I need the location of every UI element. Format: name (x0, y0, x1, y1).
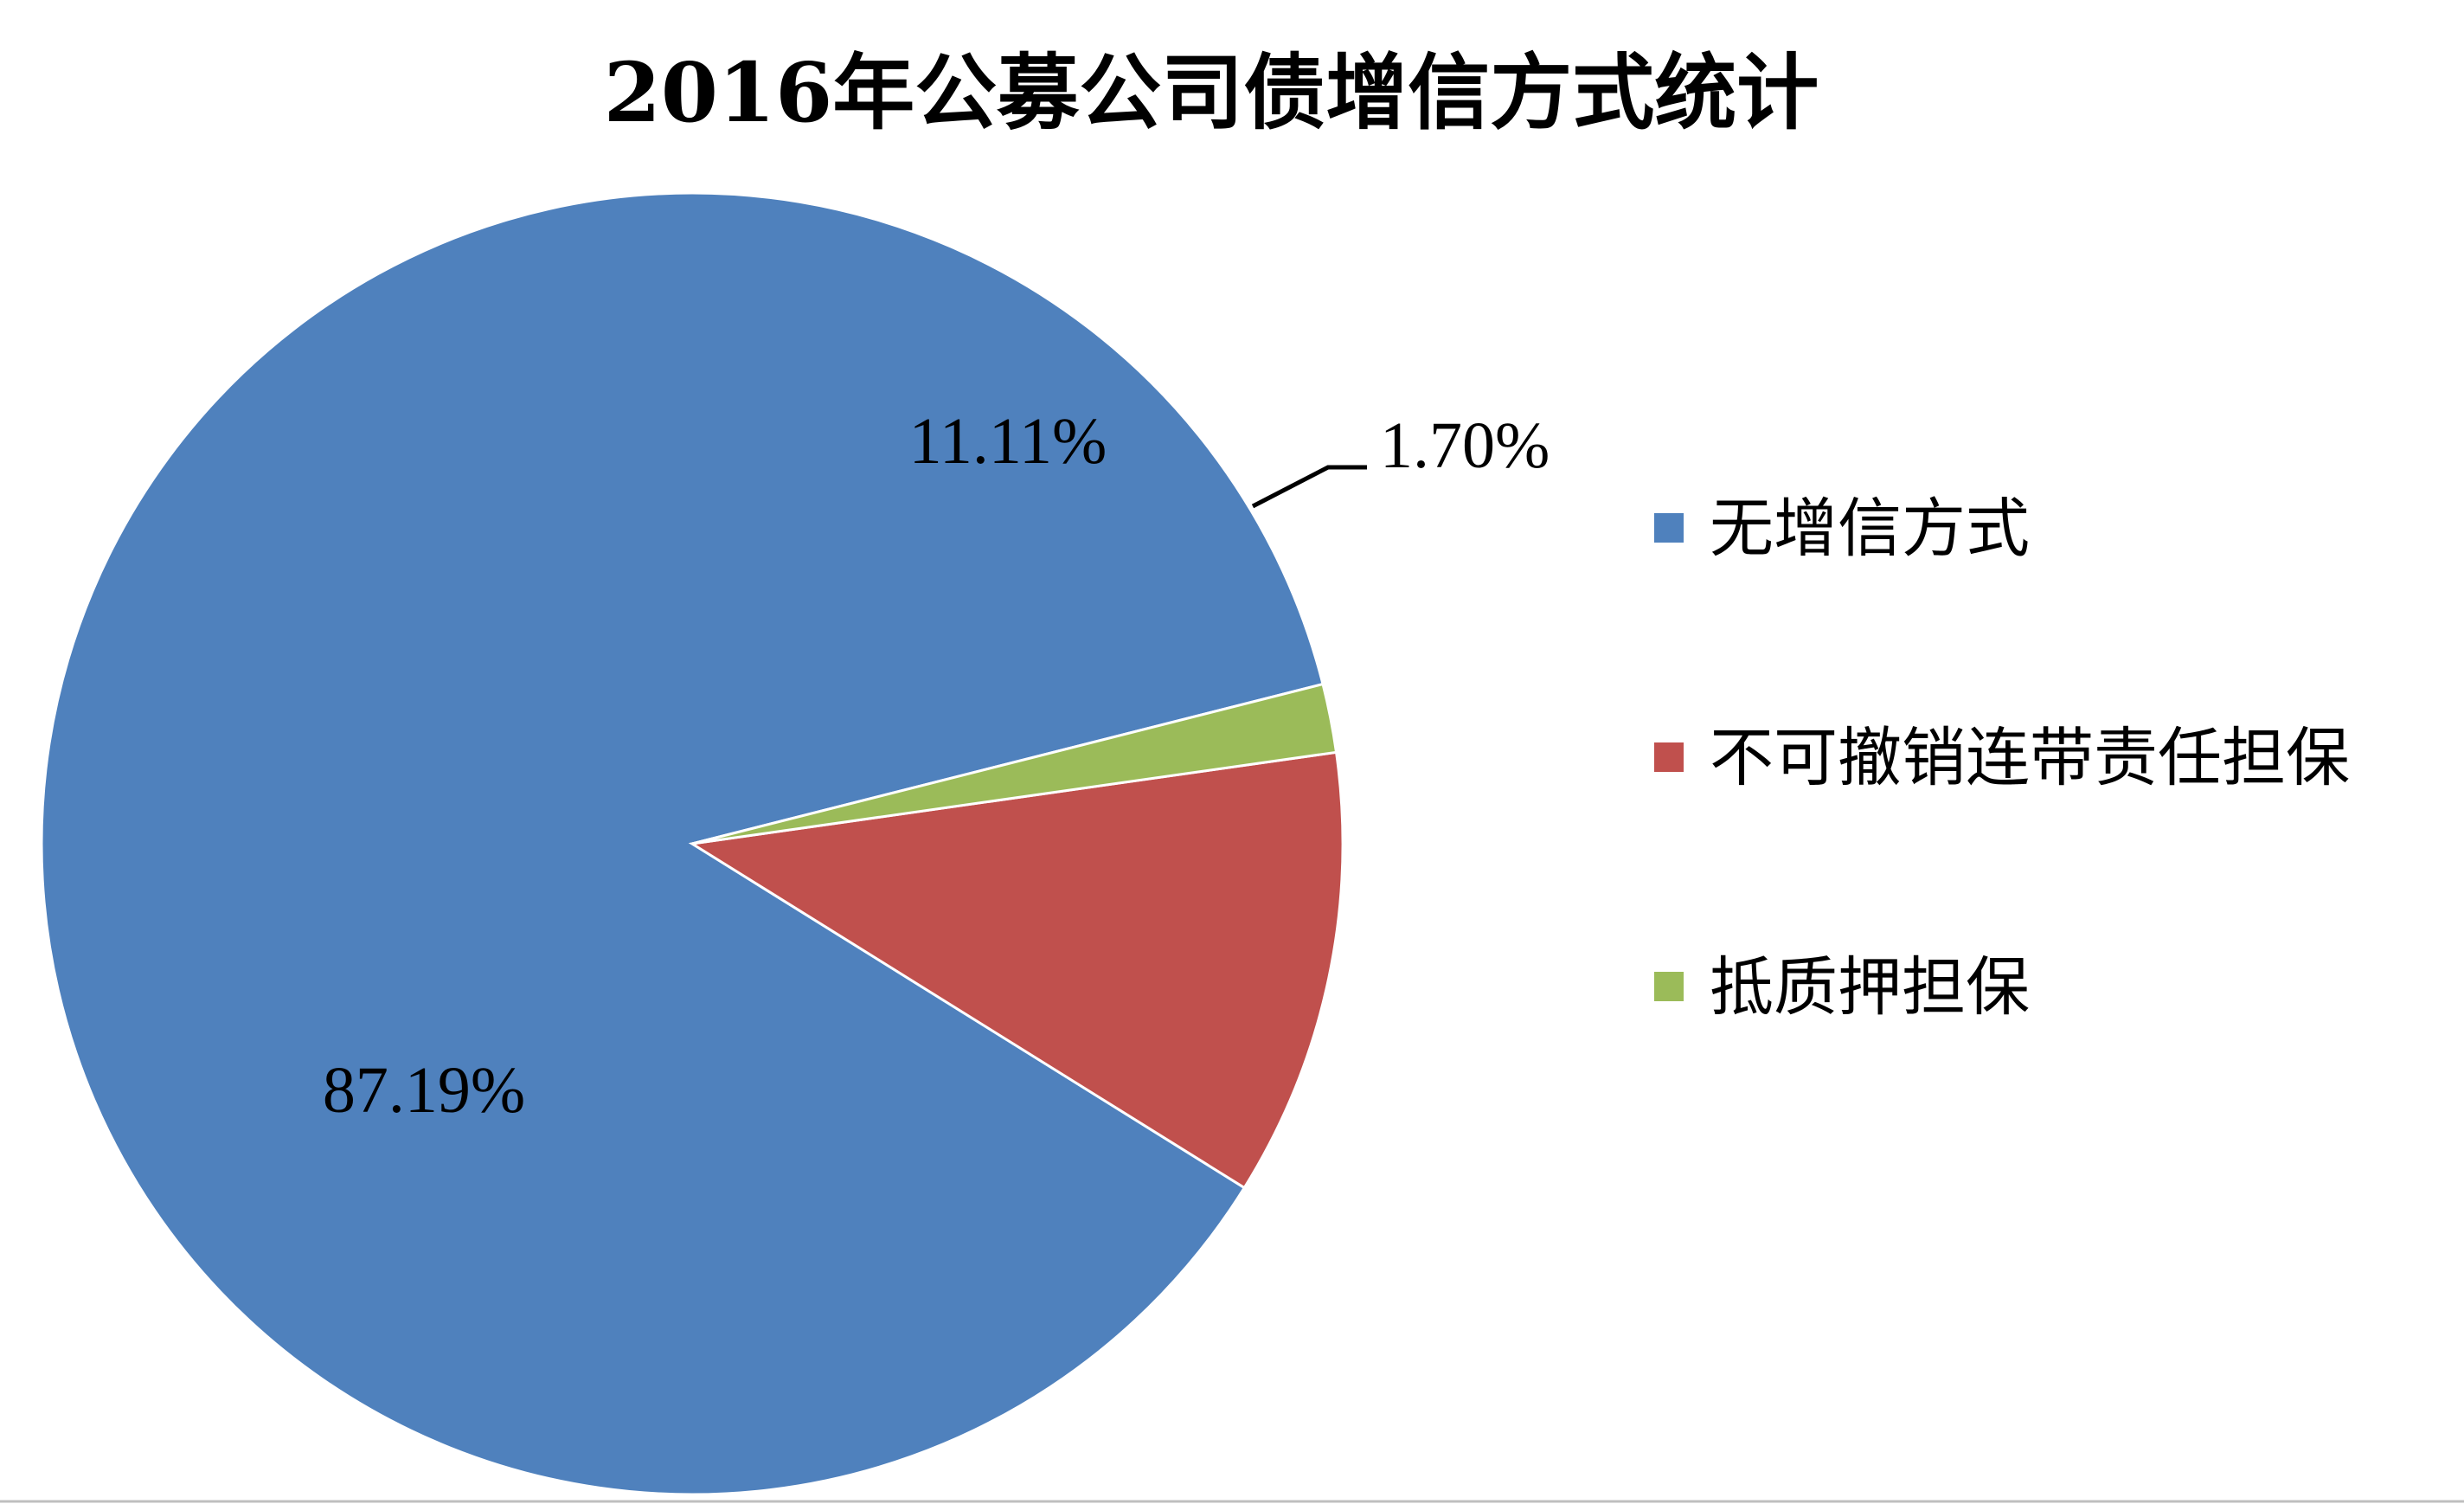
legend-label-1: 无增信方式 (1710, 492, 2030, 566)
pie-slices (40, 191, 1344, 1496)
data-label-3: 1.70% (1380, 409, 1550, 482)
legend-label-3: 抵质押担保 (1710, 950, 2030, 1025)
pie-data-labels: 87.19% 11.11% 1.70% (323, 405, 1550, 1127)
data-label-1: 87.19% (323, 1054, 525, 1127)
chart-title: 2016年公募公司债增信方式统计 (604, 45, 1819, 141)
pie-slice-1 (40, 191, 1325, 1496)
legend-swatch-1 (1654, 513, 1684, 543)
pie-slice-3 (691, 682, 1338, 845)
leader-line (1251, 465, 1367, 509)
legend-swatch-3 (1654, 972, 1684, 1001)
data-label-2: 11.11% (909, 405, 1107, 478)
legend-swatch-2 (1654, 742, 1684, 772)
pie-slice-2 (688, 750, 1344, 1190)
legend-label-2: 不可撤销连带责任担保 (1710, 721, 2350, 795)
